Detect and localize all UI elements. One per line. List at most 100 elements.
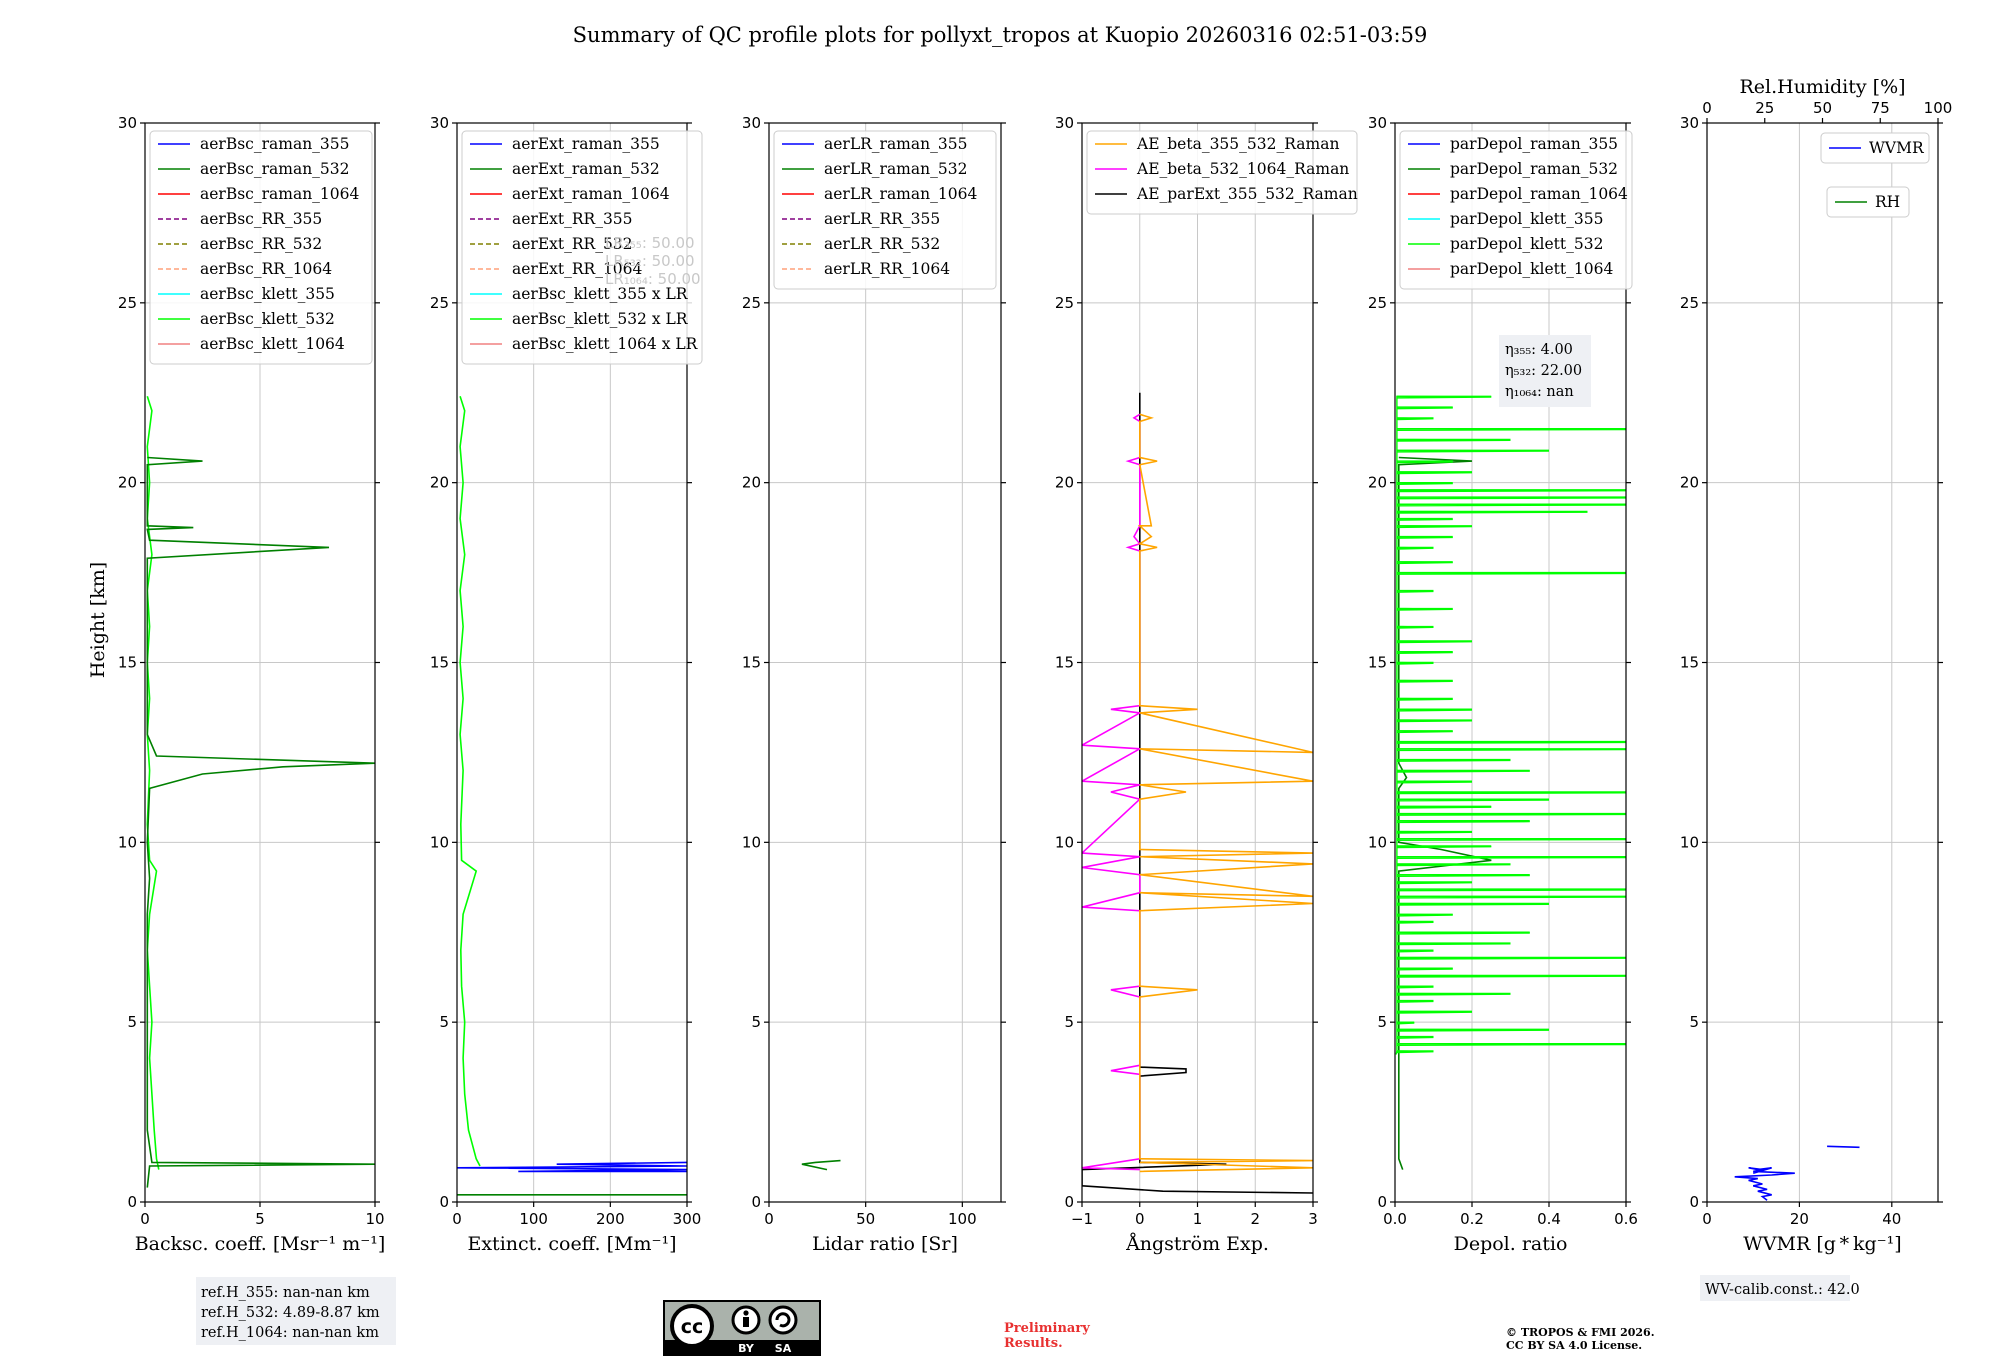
- series-aerExt_raman_355: [457, 1161, 687, 1173]
- eta-label: η₁₀₆₄: nan: [1505, 384, 1574, 400]
- x-tick-label: 0: [140, 1210, 150, 1228]
- ref-h-532: ref.H_532: 4.89-8.87 km: [201, 1305, 380, 1321]
- legend-box: [149, 130, 373, 365]
- y-tick-label: 10: [1055, 833, 1074, 851]
- x-tick-label: 20: [1790, 1210, 1809, 1228]
- x-tick-label: 0.0: [1383, 1210, 1407, 1228]
- legend-label: aerExt_RR_1064: [512, 260, 643, 278]
- legend-label: aerBsc_klett_355 x LR: [512, 285, 689, 303]
- x-tick-label: 50: [856, 1210, 875, 1228]
- legend-label: aerBsc_RR_532: [200, 235, 322, 253]
- y-tick-label: 25: [430, 294, 449, 312]
- legend-label: parDepol_klett_532: [1450, 235, 1603, 253]
- x-tick-label: 2: [1250, 1210, 1260, 1228]
- cc-icon: [670, 1304, 714, 1348]
- y-tick-label: 15: [1055, 654, 1074, 672]
- extinction-xlabel: Extinct. coeff. [Mm⁻¹]: [467, 1233, 676, 1255]
- backscatter-xlabel: Backsc. coeff. [Msr⁻¹ m⁻¹]: [135, 1233, 386, 1255]
- top-tick-label: 75: [1871, 99, 1890, 117]
- x-tick-label: 40: [1882, 1210, 1901, 1228]
- legend-box: [773, 130, 997, 290]
- y-tick-label: 5: [1064, 1013, 1074, 1031]
- series-aerBsc_klett_532: [146, 396, 160, 1170]
- series-aerBsc_klett_532 x LR: [459, 396, 481, 1167]
- cc-sa-label: SA: [775, 1342, 792, 1355]
- y-tick-label: 30: [1368, 114, 1387, 132]
- legend-label: aerLR_RR_1064: [824, 260, 950, 278]
- legend-label: RH: [1875, 193, 1900, 211]
- x-tick-label: 0: [764, 1210, 774, 1228]
- top-tick-label: 100: [1924, 99, 1953, 117]
- x-tick-label: 300: [673, 1210, 702, 1228]
- depol-series: [1395, 395, 1626, 1170]
- y-axis-label: Height [km]: [87, 562, 109, 678]
- legend-label: AE_beta_355_532_Raman: [1136, 135, 1339, 153]
- figure-title: Summary of QC profile plots for pollyxt_…: [573, 23, 1428, 47]
- legend-label: aerBsc_klett_1064: [200, 335, 345, 353]
- legend-label: parDepol_klett_355: [1450, 210, 1603, 228]
- y-tick-label: 15: [742, 654, 761, 672]
- lr-label: LR₅₃₂: 50.00: [605, 252, 695, 270]
- legend-label: aerLR_raman_1064: [824, 185, 977, 203]
- series-WVMR: [1734, 1167, 1795, 1201]
- depol-legend: parDepol_raman_355 parDepol_raman_532 parD…: [1399, 130, 1633, 290]
- x-tick-label: 0: [1702, 1210, 1712, 1228]
- y-tick-label: 5: [1689, 1013, 1699, 1031]
- legend-label: AE_beta_532_1064_Raman: [1136, 160, 1349, 178]
- legend-label: aerBsc_raman_355: [200, 135, 350, 153]
- preliminary-line1: Preliminary: [1004, 1321, 1090, 1336]
- y-tick-label: 15: [1368, 654, 1387, 672]
- x-tick-label: 0.6: [1614, 1210, 1638, 1228]
- x-tick-label: 3: [1308, 1210, 1318, 1228]
- legend-label: aerLR_raman_532: [824, 160, 967, 178]
- y-tick-label: 20: [742, 474, 761, 492]
- series-aerLR_raman_532: [801, 1159, 841, 1171]
- legend-label: parDepol_raman_1064: [1450, 185, 1628, 203]
- ref-h-1064: ref.H_1064: nan-nan km: [201, 1325, 379, 1341]
- svg-text:cc: cc: [681, 1316, 704, 1338]
- y-tick-label: 5: [439, 1013, 449, 1031]
- y-tick-label: 25: [1680, 294, 1699, 312]
- panel-depol: 0 5 10 15 20 25 30 0.0 0.2 0.4 0.6 Depol. ratio parD…: [1368, 114, 1638, 1255]
- legend-label: aerBsc_raman_532: [200, 160, 350, 178]
- x-tick-label: 100: [519, 1210, 548, 1228]
- x-tick-label: 0.2: [1460, 1210, 1484, 1228]
- y-tick-label: 30: [1680, 114, 1699, 132]
- y-tick-label: 30: [1055, 114, 1074, 132]
- lidar_ratio-series: [801, 1159, 841, 1171]
- y-tick-label: 25: [1368, 294, 1387, 312]
- legend-label: AE_parExt_355_532_Raman: [1136, 185, 1358, 203]
- lr-label: LR₁₀₆₄: 50.00: [605, 270, 701, 288]
- y-tick-label: 10: [742, 833, 761, 851]
- x-tick-label: 0: [1135, 1210, 1145, 1228]
- y-tick-label: 10: [118, 833, 137, 851]
- ref-height-box: ref.H_355: nan-nan km ref.H_532: 4.89-8.…: [196, 1277, 396, 1345]
- y-tick-label: 15: [430, 654, 449, 672]
- legend-box: [461, 130, 703, 365]
- top-tick-label: 0: [1702, 99, 1712, 117]
- panel-backscatter: 0 5 10 15 20 25 30 0 5 10 Backsc. coeff. [Msr⁻¹ m⁻…: [118, 114, 385, 1255]
- angstrom-series: [1082, 392, 1313, 1194]
- y-tick-label: 25: [742, 294, 761, 312]
- y-tick-label: 20: [1368, 474, 1387, 492]
- legend-box: [1399, 130, 1633, 290]
- extinction-legend: aerExt_raman_355 aerExt_raman_532 aerExt_r…: [461, 130, 703, 365]
- y-tick-label: 0: [1689, 1193, 1699, 1211]
- y-tick-label: 20: [1680, 474, 1699, 492]
- spike-trace: [1395, 395, 1626, 1055]
- legend-label: parDepol_raman_532: [1450, 160, 1618, 178]
- ref-h-355: ref.H_355: nan-nan km: [201, 1285, 370, 1301]
- x-tick-label: 100: [948, 1210, 977, 1228]
- y-tick-label: 5: [1377, 1013, 1387, 1031]
- lr-label: LR₃₅₅: 50.00: [605, 234, 695, 252]
- cc-by-label: BY: [738, 1342, 755, 1355]
- legend-label: aerLR_RR_355: [824, 210, 940, 228]
- legend-label: aerLR_RR_532: [824, 235, 940, 253]
- preliminary-line2: Results.: [1004, 1336, 1063, 1351]
- x-tick-label: 5: [255, 1210, 265, 1228]
- series-parDepol_klett_532: [1395, 395, 1626, 1055]
- wv-calib-text: WV-calib.const.: 42.0: [1705, 1282, 1860, 1298]
